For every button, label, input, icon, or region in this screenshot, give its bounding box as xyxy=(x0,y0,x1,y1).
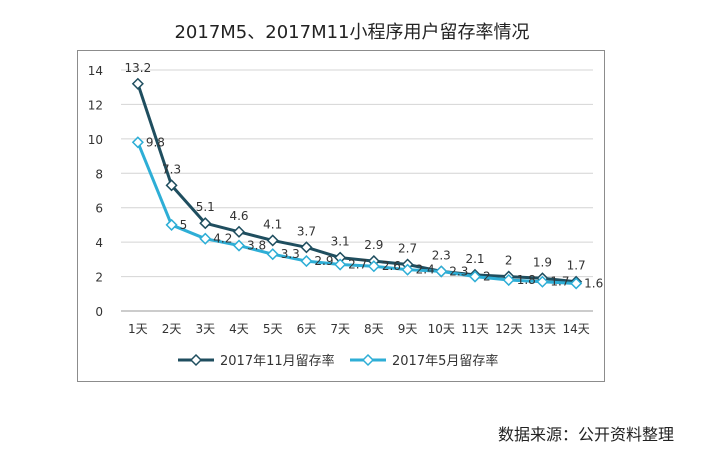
legend-label: 2017年11月留存率 xyxy=(220,353,335,369)
data-label: 3.8 xyxy=(247,239,266,253)
data-source-note: 数据来源：公开资料整理 xyxy=(497,425,674,444)
data-label: 13.2 xyxy=(124,61,151,75)
x-tick-label: 7天 xyxy=(330,322,350,336)
data-point xyxy=(435,265,448,278)
data-point xyxy=(232,239,246,252)
data-point xyxy=(131,77,144,90)
data-point xyxy=(300,241,313,254)
data-label: 2 xyxy=(483,270,491,284)
data-label: 5 xyxy=(180,218,188,232)
data-point xyxy=(165,179,178,192)
series-line-nov xyxy=(136,83,577,284)
x-tick-label: 2天 xyxy=(162,322,182,336)
x-tick-label: 1天 xyxy=(128,322,148,336)
series-layer xyxy=(131,77,583,290)
data-point xyxy=(536,275,549,288)
grid-layer xyxy=(121,69,593,312)
data-label: 3.7 xyxy=(297,224,316,238)
data-label: 2.4 xyxy=(416,263,435,277)
data-point xyxy=(131,136,144,149)
data-label: 2 xyxy=(505,254,513,268)
legend: 2017年11月留存率 2017年5月留存率 xyxy=(178,353,498,369)
data-label: 2.7 xyxy=(398,242,417,256)
y-tick-label: 0 xyxy=(95,305,103,319)
line-chart: 0 2 4 6 8 10 12 14 1天 2天 3天 4天 5天 6天 7天 8天 9天 10天 11天 12天 13… xyxy=(88,61,604,369)
data-point xyxy=(266,248,279,261)
data-point xyxy=(199,217,212,230)
data-point xyxy=(334,258,347,271)
label-layer: 13.27.35.14.64.1 3.73.1 2.9 2.7 2.3 2.1 2 1.9 1.… xyxy=(124,61,603,291)
data-point xyxy=(199,232,212,245)
data-label: 4.2 xyxy=(213,232,232,246)
data-point xyxy=(300,255,313,268)
series-line-may xyxy=(136,141,577,285)
data-label: 4.1 xyxy=(263,217,282,231)
data-point xyxy=(468,270,482,283)
data-label: 2.3 xyxy=(432,248,451,262)
data-label: 2.3 xyxy=(449,264,468,278)
legend-swatch-marker xyxy=(189,353,203,367)
y-tick-label: 10 xyxy=(88,133,103,147)
x-tick-label: 10天 xyxy=(428,322,455,336)
x-tick-label: 5天 xyxy=(263,322,283,336)
x-tick-label: 3天 xyxy=(195,322,215,336)
chart-title: 2017M5、2017M11小程序用户留存率情况 xyxy=(174,22,530,43)
data-label: 3.1 xyxy=(331,235,350,249)
data-label: 2.9 xyxy=(364,238,383,252)
data-label: 1.6 xyxy=(584,276,603,290)
axis-layer: 0 2 4 6 8 10 12 14 1天 2天 3天 4天 5天 6天 7天 8天 9天 10天 11天 12天 13… xyxy=(88,64,590,336)
x-tick-label: 12天 xyxy=(495,322,522,336)
data-point xyxy=(266,234,279,247)
x-tick-label: 6天 xyxy=(297,322,317,336)
data-label: 1.8 xyxy=(517,273,536,287)
data-label: 2.9 xyxy=(314,254,333,268)
x-tick-label: 8天 xyxy=(364,322,384,336)
data-label: 1.7 xyxy=(550,275,569,289)
data-label: 4.6 xyxy=(229,209,248,223)
data-point xyxy=(401,263,414,276)
legend-swatch-marker xyxy=(361,353,375,367)
data-label: 2.6 xyxy=(382,259,401,273)
data-point xyxy=(502,273,515,287)
data-label: 1.9 xyxy=(533,255,552,269)
data-point xyxy=(570,277,583,290)
x-tick-label: 4天 xyxy=(229,322,249,336)
chart-frame: 0 2 4 6 8 10 12 14 1天 2天 3天 4天 5天 6天 7天 8天 9天 10天 11天 12天 13… xyxy=(77,50,605,382)
data-label: 7.3 xyxy=(162,162,181,176)
data-label: 5.1 xyxy=(196,200,215,214)
data-label: 1.7 xyxy=(567,259,586,273)
data-point xyxy=(165,218,178,231)
y-tick-label: 2 xyxy=(95,271,103,285)
y-tick-label: 14 xyxy=(88,64,103,78)
legend-label: 2017年5月留存率 xyxy=(392,353,498,369)
data-point xyxy=(367,260,380,273)
y-tick-label: 8 xyxy=(95,167,103,181)
data-label: 9.8 xyxy=(146,135,165,149)
x-tick-label: 14天 xyxy=(563,322,590,336)
data-label: 2.1 xyxy=(465,252,484,266)
data-label: 3.3 xyxy=(281,247,300,261)
y-tick-label: 12 xyxy=(88,98,103,112)
y-tick-label: 6 xyxy=(95,202,103,216)
data-point xyxy=(232,225,246,238)
x-tick-label: 11天 xyxy=(461,322,488,336)
x-tick-label: 13天 xyxy=(529,322,556,336)
y-tick-label: 4 xyxy=(95,236,103,250)
data-label: 2.7 xyxy=(348,258,367,272)
x-tick-label: 9天 xyxy=(398,322,418,336)
